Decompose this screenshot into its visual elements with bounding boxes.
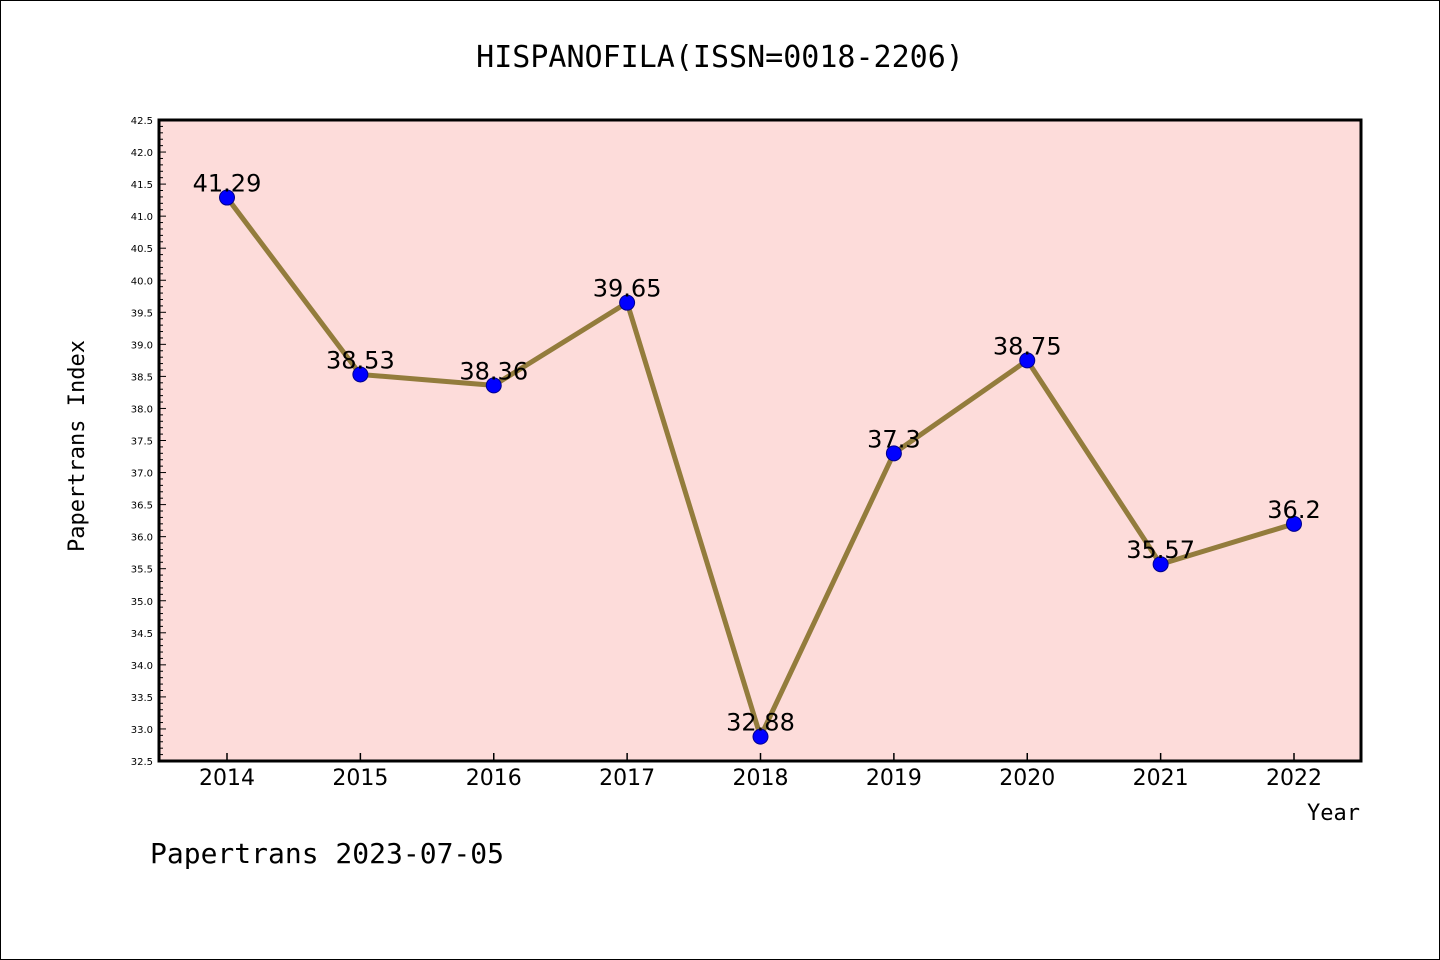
y-tick-label: 42.5 (131, 116, 153, 127)
y-tick-label: 36.0 (131, 533, 153, 544)
y-tick-label: 37.5 (131, 437, 153, 448)
data-label: 41.29 (193, 170, 262, 198)
data-label: 38.36 (459, 357, 528, 385)
y-tick-label: 39.0 (131, 340, 153, 351)
x-axis: 2014 2015 2016 2017 2018 2019 2020 2021 2022 (199, 753, 1322, 791)
x-tick-label: 2020 (999, 766, 1055, 791)
plot-area (157, 118, 1363, 763)
data-point-marker (619, 294, 636, 311)
y-tick-label: 41.0 (131, 212, 153, 223)
data-label: 35.57 (1126, 536, 1195, 564)
y-tick-label: 33.0 (131, 725, 153, 736)
data-point-marker (1152, 556, 1169, 573)
y-tick-label: 34.0 (131, 661, 153, 672)
data-label: 37.3 (867, 425, 920, 453)
x-tick-label: 2018 (733, 766, 789, 791)
y-tick-label: 42.0 (131, 148, 153, 159)
data-label: 36.2 (1267, 496, 1320, 524)
y-tick-label: 32.5 (131, 757, 153, 768)
data-point-marker (219, 189, 235, 206)
data-point-marker (485, 377, 502, 394)
data-point-marker (1286, 515, 1302, 532)
data-label: 38.75 (993, 332, 1062, 360)
y-axis-label: Papertrans Index (65, 340, 90, 552)
data-point-marker (1019, 352, 1036, 369)
x-tick-label: 2014 (199, 766, 255, 791)
data-label: 39.65 (593, 275, 662, 303)
y-tick-label: 40.0 (131, 276, 153, 287)
data-point-marker (885, 445, 902, 462)
y-tick-label: 39.5 (131, 308, 153, 319)
x-tick-label: 2022 (1266, 766, 1322, 791)
y-tick-label: 34.5 (131, 629, 153, 640)
y-tick-label: 38.5 (131, 372, 153, 383)
data-label: 32.88 (726, 709, 795, 737)
x-tick-label: 2021 (1133, 766, 1189, 791)
y-tick-label: 35.0 (131, 597, 153, 608)
data-label: 38.53 (326, 346, 395, 374)
marker-group (219, 189, 1302, 745)
y-tick-label: 35.5 (131, 565, 153, 576)
data-label-group: 41.29 38.53 38.36 39.65 32.88 37.3 38.75 35.57 3… (193, 170, 1321, 737)
data-point-marker (352, 366, 369, 383)
y-tick-label: 37.0 (131, 469, 153, 480)
y-axis: 32.5 33.0 33.5 34.0 34.5 35.0 35.5 36.0 36.5 37.0… (131, 116, 166, 768)
y-tick-label: 41.5 (131, 180, 153, 191)
y-tick-label: 38.0 (131, 404, 153, 415)
chart-title: HISPANOFILA(ISSN=0018-2206) (476, 40, 964, 75)
x-tick-label: 2016 (466, 766, 522, 791)
data-point-marker (752, 728, 769, 745)
y-tick-label: 33.5 (131, 693, 153, 704)
y-tick-label: 36.5 (131, 501, 153, 512)
x-axis-label: Year (1307, 801, 1360, 826)
x-tick-label: 2015 (332, 766, 388, 791)
x-tick-label: 2019 (866, 766, 922, 791)
y-tick-label: 40.5 (131, 244, 153, 255)
x-tick-label: 2017 (599, 766, 655, 791)
footer-text: Papertrans 2023-07-05 (150, 837, 504, 870)
